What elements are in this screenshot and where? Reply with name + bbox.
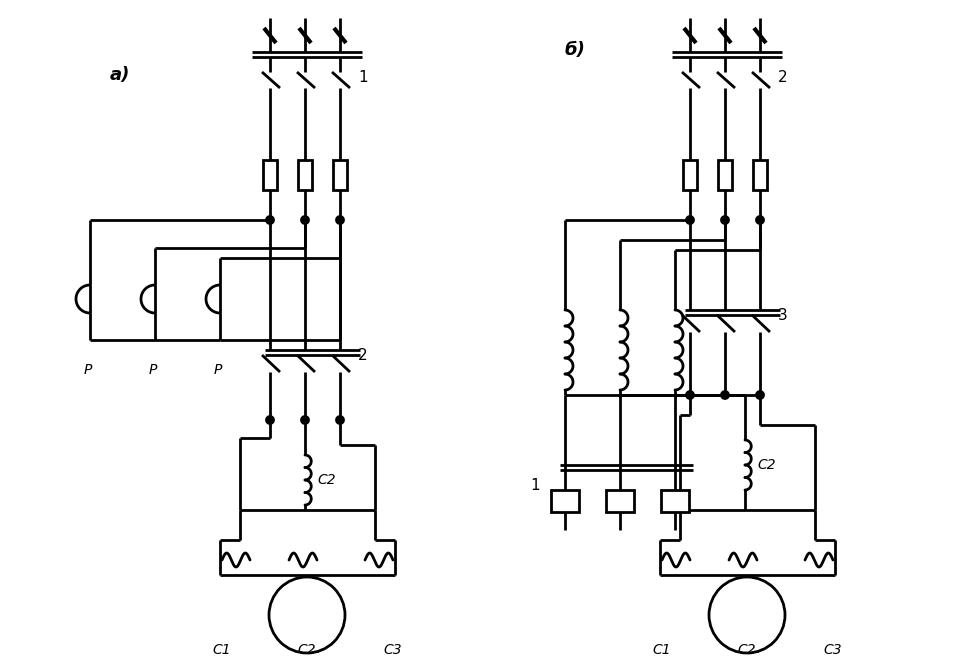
Text: 3: 3 [778,307,787,323]
Text: C3: C3 [823,643,842,657]
Text: C2: C2 [757,458,776,472]
Bar [718,160,732,190]
Bar [661,490,689,512]
Text: 1: 1 [530,478,540,493]
Text: 2: 2 [358,348,368,362]
Circle shape [302,417,309,423]
Text: C2: C2 [738,643,756,657]
Bar [551,490,579,512]
Bar [606,490,634,512]
Bar [683,160,697,190]
Text: P: P [84,363,92,377]
Circle shape [266,217,274,223]
Circle shape [686,391,693,399]
Text: C2: C2 [317,473,336,487]
Circle shape [721,217,728,223]
Text: C2: C2 [298,643,317,657]
Circle shape [302,217,309,223]
Text: C1: C1 [653,643,671,657]
Circle shape [266,417,274,423]
Text: P: P [214,363,222,377]
Circle shape [756,391,763,399]
Bar [333,160,347,190]
Text: C3: C3 [384,643,402,657]
Circle shape [337,417,344,423]
Circle shape [721,391,728,399]
Text: б): б) [564,41,586,59]
Text: 1: 1 [358,70,368,85]
Text: 2: 2 [778,70,787,85]
Bar [753,160,767,190]
Circle shape [686,217,693,223]
Text: P: P [149,363,157,377]
Bar [298,160,312,190]
Text: a): a) [110,66,130,84]
Circle shape [337,217,344,223]
Circle shape [756,217,763,223]
Bar [263,160,277,190]
Text: C1: C1 [213,643,231,657]
